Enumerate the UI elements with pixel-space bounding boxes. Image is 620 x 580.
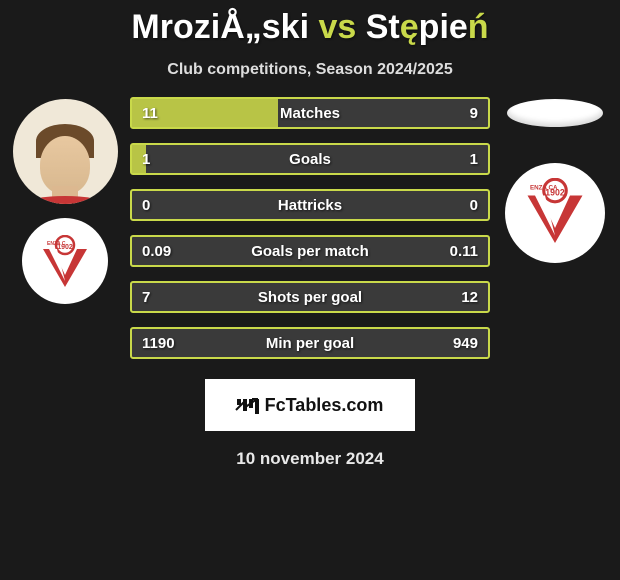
stat-value-right: 1 (470, 151, 478, 168)
subtitle: Club competitions, Season 2024/2025 (0, 61, 620, 79)
svg-text:ENZA C: ENZA C (47, 241, 66, 247)
stat-bar: 1 Goals 1 (130, 143, 490, 175)
stat-value-left: 0 (142, 197, 150, 214)
svg-text:ENZA CA: ENZA CA (530, 184, 558, 191)
stat-value-right: 949 (453, 335, 478, 352)
player2-avatar (507, 99, 603, 127)
stat-value-right: 0.11 (450, 243, 478, 260)
brand-text: FcTables.com (265, 395, 384, 416)
stat-label: Goals per match (251, 243, 369, 260)
stat-value-left: 11 (142, 105, 158, 122)
player1-name: MroziÅ„ski (131, 8, 309, 46)
stat-bar: 0.09 Goals per match 0.11 (130, 235, 490, 267)
stat-value-left: 0.09 (142, 243, 171, 260)
player2-name: Stępień (366, 8, 489, 46)
stat-bar: 1190 Min per goal 949 (130, 327, 490, 359)
stat-value-left: 1 (142, 151, 150, 168)
stat-bar: 0 Hattricks 0 (130, 189, 490, 221)
stat-value-right: 9 (470, 105, 478, 122)
date: 10 november 2024 (0, 449, 620, 469)
left-column: 1902 ENZA C (0, 97, 130, 304)
player1-club-badge: 1902 ENZA C (22, 218, 108, 304)
stat-label: Shots per goal (258, 289, 362, 306)
stat-bar: 11 Matches 9 (130, 97, 490, 129)
stat-bar: 7 Shots per goal 12 (130, 281, 490, 313)
vs-label: vs (318, 8, 356, 46)
player2-club-badge: 1902 ENZA CA (505, 163, 605, 263)
brand-logo[interactable]: FcTables.com (205, 379, 415, 431)
stat-value-left: 7 (142, 289, 150, 306)
stat-label: Min per goal (266, 335, 354, 352)
page-title: MroziÅ„ski vs Stępień (0, 8, 620, 47)
stat-value-right: 12 (461, 289, 478, 306)
chart-icon (237, 396, 259, 414)
player1-avatar (13, 99, 118, 204)
stat-value-right: 0 (470, 197, 478, 214)
stats-column: 11 Matches 9 1 Goals 1 0 Hattricks 0 0.09 Goals pe… (130, 97, 490, 359)
main-row: 1902 ENZA C 11Matches91Goals10Hattricks0… (0, 97, 620, 359)
stat-label: Matches (280, 105, 340, 122)
stat-value-left: 1190 (142, 335, 175, 352)
right-column: 1902 ENZA CA (490, 97, 620, 263)
comparison-card: MroziÅ„ski vs Stępień Club competitions,… (0, 0, 620, 469)
stat-label: Hattricks (278, 197, 342, 214)
stat-label: Goals (289, 151, 331, 168)
